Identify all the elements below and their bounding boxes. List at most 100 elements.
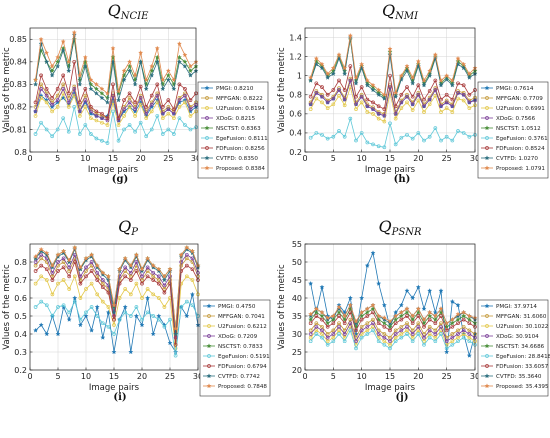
data-point-proposed (359, 61, 365, 67)
data-point-xdog (56, 260, 60, 264)
data-point-u2fusion (55, 105, 60, 109)
legend-label: FDFusion: 0.6794 (218, 364, 267, 370)
data-point-pmgi (150, 331, 156, 337)
data-point-pmgi (49, 104, 55, 110)
data-point-mffgan (151, 274, 156, 279)
data-point-u2fusion (156, 296, 161, 300)
data-point-egefusion (112, 332, 116, 336)
data-point-mffgan (393, 328, 398, 333)
data-point-mffgan (325, 332, 330, 336)
legend-label: CVTFD: 1.0270 (496, 156, 538, 162)
legend-label: EgeFusion: 0.3761 (496, 136, 548, 142)
data-point-u2fusion (33, 281, 38, 286)
data-point-fdfusion (140, 281, 144, 286)
data-point-u2fusion (456, 96, 460, 101)
data-point-u2fusion (160, 116, 165, 121)
chart-title: QNMI (382, 1, 419, 22)
data-point-u2fusion (67, 287, 72, 291)
data-point-u2fusion (145, 287, 150, 291)
data-point-cvtfd (182, 63, 188, 69)
data-point-egefusion (155, 114, 160, 118)
data-point-pmgi (359, 295, 365, 301)
y-tick-label: 0.4 (14, 330, 27, 339)
data-point-mffgan (128, 274, 133, 279)
legend-label: NSCTST: 0.8363 (216, 126, 261, 132)
data-point-pmgi (128, 349, 134, 355)
legend-marker (484, 155, 490, 161)
legend-marker (207, 314, 211, 318)
data-point-proposed (165, 68, 171, 73)
data-point-u2fusion (410, 108, 415, 112)
data-point-egefusion (89, 132, 93, 136)
data-point-proposed (455, 311, 461, 317)
data-point-fdfusion (337, 314, 341, 318)
data-point-egefusion (450, 138, 455, 143)
y-tick-label: 0.81 (9, 125, 27, 134)
data-point-egefusion (122, 127, 126, 132)
data-point-proposed (132, 72, 138, 78)
x-tick-label: 20 (413, 372, 423, 381)
data-point-fdfusion (416, 314, 421, 318)
data-point-mffgan (416, 321, 421, 326)
legend-marker (484, 303, 490, 309)
legend-item-nsctst: NSCTST: 34.6686 (481, 343, 545, 350)
x-tick-label: 25 (442, 154, 452, 163)
x-axis-label: Image pairs (88, 165, 139, 175)
legend-item-mffgan: MFFGAN: 31.6060 (481, 314, 547, 320)
data-point-proposed (336, 304, 342, 310)
data-point-mffgan (145, 269, 150, 273)
data-point-egefusion (365, 332, 370, 336)
data-point-proposed (83, 255, 89, 261)
data-point-fdfusion (359, 85, 364, 89)
data-point-cvtfd (176, 59, 182, 64)
legend-marker (485, 96, 489, 100)
legend-marker (206, 373, 212, 379)
legend-item-cvtfd: CVTFD: 35.3640 (481, 373, 542, 380)
y-axis-label: Values of the metric (2, 264, 12, 350)
legend-marker (484, 383, 490, 389)
chart-title-subscript: P (130, 227, 138, 238)
data-point-egefusion (128, 314, 133, 318)
data-point-cvtfd (44, 59, 50, 64)
legend-item-pmgi: PMGI: 0.7614 (481, 85, 534, 92)
data-point-xdog (467, 100, 472, 105)
series-line-egefusion (35, 300, 199, 356)
data-point-proposed (415, 306, 421, 311)
data-point-pmgi (189, 291, 195, 297)
data-point-u2fusion (127, 105, 132, 109)
data-point-u2fusion (320, 332, 324, 336)
series-xdog (308, 78, 477, 118)
data-point-fdfusion (44, 87, 49, 91)
data-point-u2fusion (359, 100, 364, 105)
data-point-fdfusion (89, 269, 94, 273)
data-point-xdog (134, 260, 139, 264)
legend-label: MFFGAN: 0.7041 (218, 314, 265, 320)
data-point-proposed (313, 55, 319, 61)
x-tick-label: 25 (442, 372, 452, 381)
y-tick-label: 0.82 (9, 103, 27, 112)
data-point-u2fusion (134, 281, 139, 286)
legend-item-fdfusion: FDFusion: 0.8256 (201, 146, 265, 152)
data-point-xdog (359, 94, 364, 99)
data-point-egefusion (33, 305, 38, 309)
data-point-egefusion (365, 140, 370, 145)
data-point-fdfusion (416, 83, 421, 88)
legend-marker (207, 354, 211, 358)
x-axis-label: Image pairs (365, 165, 416, 175)
data-point-mffgan (439, 321, 443, 326)
data-point-fdfusion (61, 265, 66, 270)
legend-item-pmgi: PMGI: 0.8210 (201, 85, 254, 92)
data-point-egefusion (348, 328, 353, 333)
data-point-cvtfd (49, 264, 55, 270)
x-tick-label: 20 (413, 154, 423, 163)
data-point-proposed (398, 309, 404, 315)
data-point-egefusion (151, 314, 156, 318)
data-point-egefusion (188, 127, 193, 132)
data-point-fdfusion (410, 94, 415, 99)
data-point-egefusion (56, 305, 60, 309)
data-point-u2fusion (444, 106, 449, 110)
legend-label: XDoG: 0.7209 (218, 334, 258, 340)
x-tick-label: 10 (81, 372, 91, 381)
data-point-xdog (320, 94, 324, 99)
data-point-mffgan (388, 335, 392, 340)
